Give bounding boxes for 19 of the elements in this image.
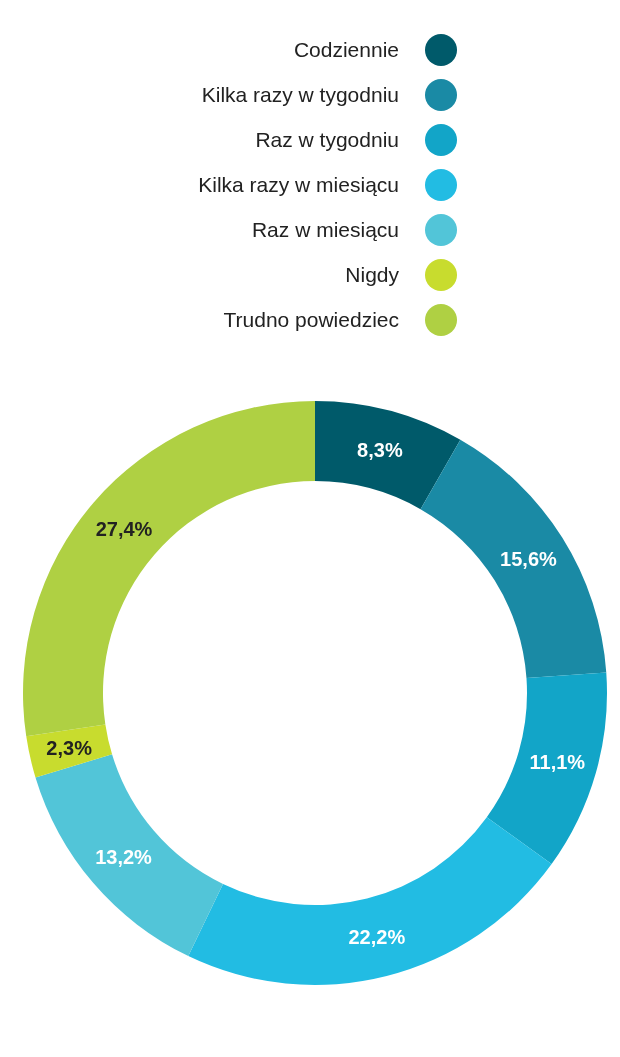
- data-label: 15,6%: [500, 548, 558, 571]
- legend-label: Raz w miesiącu: [251, 217, 399, 242]
- legend-label: Trudno powiedziec: [223, 307, 399, 332]
- legend-label: Kilka razy w tygodniu: [201, 82, 399, 107]
- donut-slice: [23, 401, 315, 737]
- legend-label: Codziennie: [293, 37, 399, 62]
- data-label: 8,3%: [357, 438, 403, 461]
- data-label: 27,4%: [95, 517, 153, 540]
- donut-slice: [486, 672, 607, 865]
- legend-label: Raz w tygodniu: [255, 127, 399, 152]
- legend-label: Kilka razy w miesiącu: [198, 172, 399, 197]
- legend-label: Nigdy: [345, 262, 399, 287]
- data-label: 22,2%: [348, 926, 406, 949]
- data-label: 13,2%: [95, 845, 153, 868]
- donut-slice: [420, 439, 607, 679]
- data-label: 11,1%: [529, 751, 586, 774]
- data-label: 2,3%: [46, 737, 93, 760]
- donut-slice: [315, 401, 461, 510]
- donut-slice: [188, 817, 552, 985]
